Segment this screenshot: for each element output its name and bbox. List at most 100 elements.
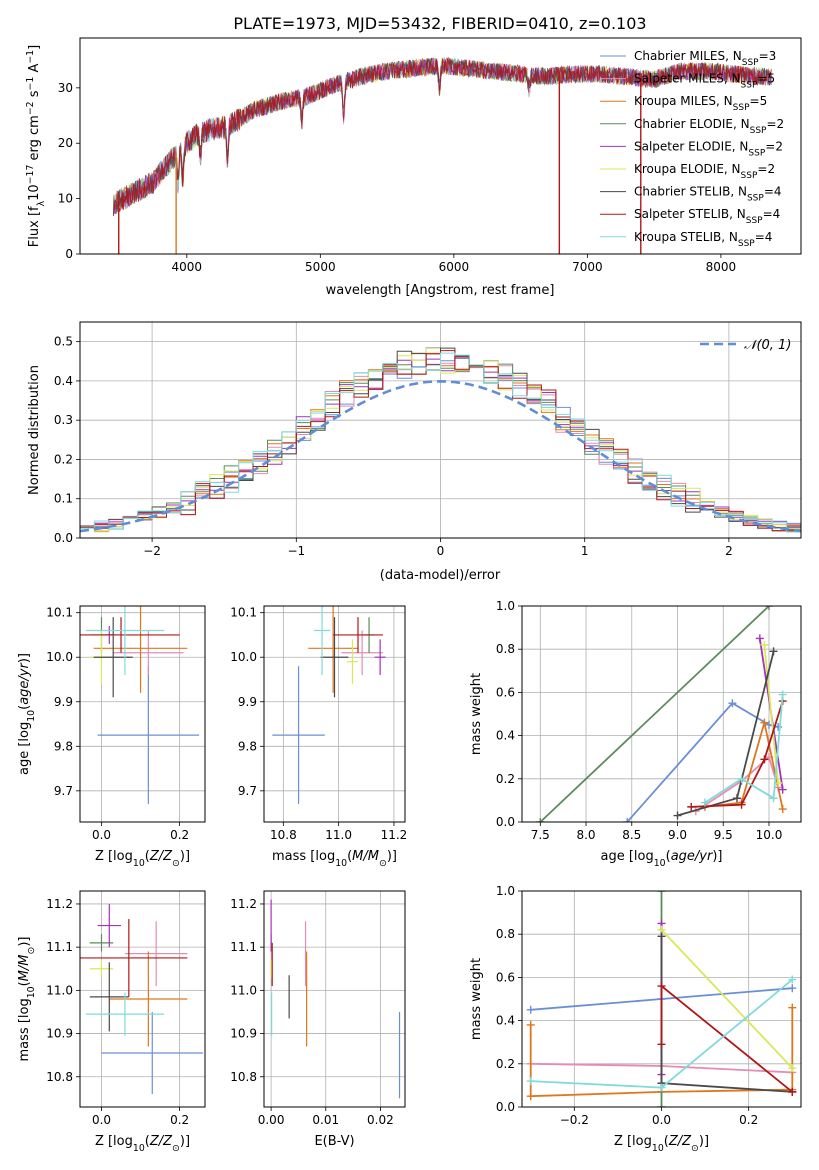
x-tick-label: 5000	[305, 260, 336, 274]
plus-marker	[778, 785, 787, 794]
plus-marker	[657, 1103, 666, 1107]
axes-age-vs-mass: 10.8 11.0 11.2 9.7 9.8 9.9 10.0 10.1 mass [log10…	[230, 605, 408, 869]
errorbar-point	[101, 1011, 204, 1095]
mass-weight-series	[763, 644, 779, 784]
axes-mass-vs-EBV: 0.00 0.01 0.02 10.8 10.9 11.0 11.1 11.2 E(B-V)	[230, 890, 406, 1149]
y-tick-label: 9.9	[54, 695, 73, 709]
plus-marker	[755, 634, 764, 643]
plus-marker	[788, 984, 797, 993]
y-tick-label: 0.5	[54, 335, 73, 349]
mass-weight-series	[695, 755, 779, 812]
plus-marker	[788, 1064, 797, 1073]
x-tick-label: 9.0	[668, 828, 687, 842]
y-tick-label: 10.1	[230, 606, 257, 620]
plus-marker	[732, 794, 741, 803]
legend-label: Kroupa MILES, NSSP=5	[634, 94, 767, 113]
x-tick-label: 11.2	[381, 828, 408, 842]
y-tick-label: 30	[58, 81, 73, 95]
x-tick-label: 0.02	[367, 1113, 394, 1127]
plus-marker	[737, 774, 746, 783]
y-tick-label: 9.8	[238, 739, 257, 753]
y-tick-label: 10	[58, 192, 73, 206]
plus-marker	[769, 794, 778, 803]
y-tick-label: 11.1	[230, 940, 257, 954]
y-tick-label: 0.2	[54, 452, 73, 466]
axes-spectrum: 4000 5000 6000 7000 8000 0 10 20 30 Chabrier MILE…	[25, 37, 802, 298]
plus-marker	[623, 818, 632, 822]
errorbar-point	[341, 630, 383, 676]
mass-weight-series	[691, 700, 784, 808]
y-tick-label: 11.1	[46, 940, 73, 954]
errorbar-point	[80, 919, 188, 997]
legend-label: Salpeter MILES, NSSP=5	[634, 72, 775, 91]
errorbar-point	[93, 606, 188, 693]
axes-age-vs-Z: 0.0 0.2 9.7 9.8 9.9 10.0 10.1 Z [log10(Z/Z⊙)] ag…	[17, 605, 206, 869]
x-tick-label: 0.01	[312, 1113, 339, 1127]
plus-marker	[760, 718, 769, 727]
x-axis-label: Z [log10(Z/Z⊙)]	[614, 1134, 709, 1154]
y-tick-label: 0.6	[496, 970, 515, 984]
axes-residual-histogram: −2 −1 0 1 2 0.0 0.1 0.2 0.3 0.4 0.5 𝒩(0, 1) (data-mo…	[27, 321, 802, 583]
x-axis-label: Z [log10(Z/Z⊙)]	[95, 1134, 190, 1154]
errorbar-point	[333, 617, 383, 653]
x-axis-label: Z [log10(Z/Z⊙)]	[95, 849, 190, 869]
axes-frame	[79, 37, 802, 255]
plus-marker	[737, 800, 746, 809]
y-axis-label: mass weight	[469, 958, 484, 1040]
plus-marker	[526, 1020, 535, 1029]
plus-marker	[657, 891, 666, 895]
plot-area-residual-histogram	[80, 347, 801, 533]
plus-marker	[657, 1040, 666, 1049]
y-tick-label: 10.0	[230, 650, 257, 664]
y-tick-label: 0.4	[496, 1014, 515, 1028]
y-tick-label: 0.2	[496, 1057, 515, 1071]
x-tick-label: 7.5	[531, 828, 550, 842]
x-tick-label: 0.00	[258, 1113, 285, 1127]
x-axis-label: E(B-V)	[314, 1134, 354, 1149]
axes-frame	[79, 605, 206, 823]
x-tick-label: 0.2	[739, 1113, 758, 1127]
plot-area-age-vs-mass	[272, 606, 386, 805]
y-tick-label: 0.0	[54, 531, 73, 545]
y-tick-label: 0	[65, 247, 73, 261]
plus-marker	[700, 798, 709, 807]
y-tick-label: 11.2	[230, 897, 257, 911]
mass-weight-series	[660, 984, 793, 1093]
plus-marker	[657, 982, 666, 991]
y-tick-label: 0.2	[496, 772, 515, 786]
y-tick-label: 0.8	[496, 927, 515, 941]
x-tick-label: 0	[437, 544, 445, 558]
x-tick-label: 9.5	[714, 828, 733, 842]
legend-label: Kroupa STELIB, NSSP=4	[634, 230, 772, 249]
y-tick-label: 11.0	[46, 983, 73, 997]
errorbar-point	[89, 962, 129, 1032]
y-tick-label: 20	[58, 136, 73, 150]
y-axis-label: mass weight	[469, 673, 484, 755]
errorbar-point	[97, 666, 200, 805]
errorbar-point	[124, 921, 188, 987]
spectrum-legend: Chabrier MILES, NSSP=3 Salpeter MILES, NS…	[600, 49, 784, 249]
x-tick-label: −0.2	[560, 1113, 589, 1127]
y-tick-label: 10.1	[46, 606, 73, 620]
axes-mass-vs-Z: 0.0 0.2 10.8 10.9 11.0 11.1 11.2 Z [log10(Z/Z⊙)…	[17, 890, 206, 1154]
histogram-series	[80, 352, 801, 533]
plus-marker	[526, 1092, 535, 1101]
mass-weight-series	[704, 694, 784, 804]
plus-marker	[526, 1005, 535, 1014]
y-tick-label: 0.8	[496, 642, 515, 656]
plus-marker	[769, 647, 778, 656]
x-tick-label: 11.0	[325, 828, 352, 842]
plot-area-massweight-vs-Z	[526, 891, 797, 1107]
axes-frame	[263, 890, 406, 1108]
x-tick-label: 10.8	[270, 828, 297, 842]
errorbar-point	[97, 903, 122, 948]
axes-massweight-vs-age: 7.5 8.0 8.5 9.0 9.5 10.0 0.0 0.2 0.4 0.6 0.8 1.0 age…	[469, 599, 802, 869]
axes-massweight-vs-Z: −0.2 0.0 0.2 0.0 0.2 0.4 0.6 0.8 1.0 Z [log10(Z/Z…	[469, 884, 802, 1154]
plot-area-age-vs-Z	[80, 606, 200, 805]
axes-frame	[263, 605, 406, 823]
x-tick-label: 0.0	[92, 1113, 111, 1127]
y-axis-label: age [log10(age/yr)]	[17, 653, 37, 775]
y-tick-label: 11.0	[230, 983, 257, 997]
plus-marker	[788, 1087, 797, 1096]
